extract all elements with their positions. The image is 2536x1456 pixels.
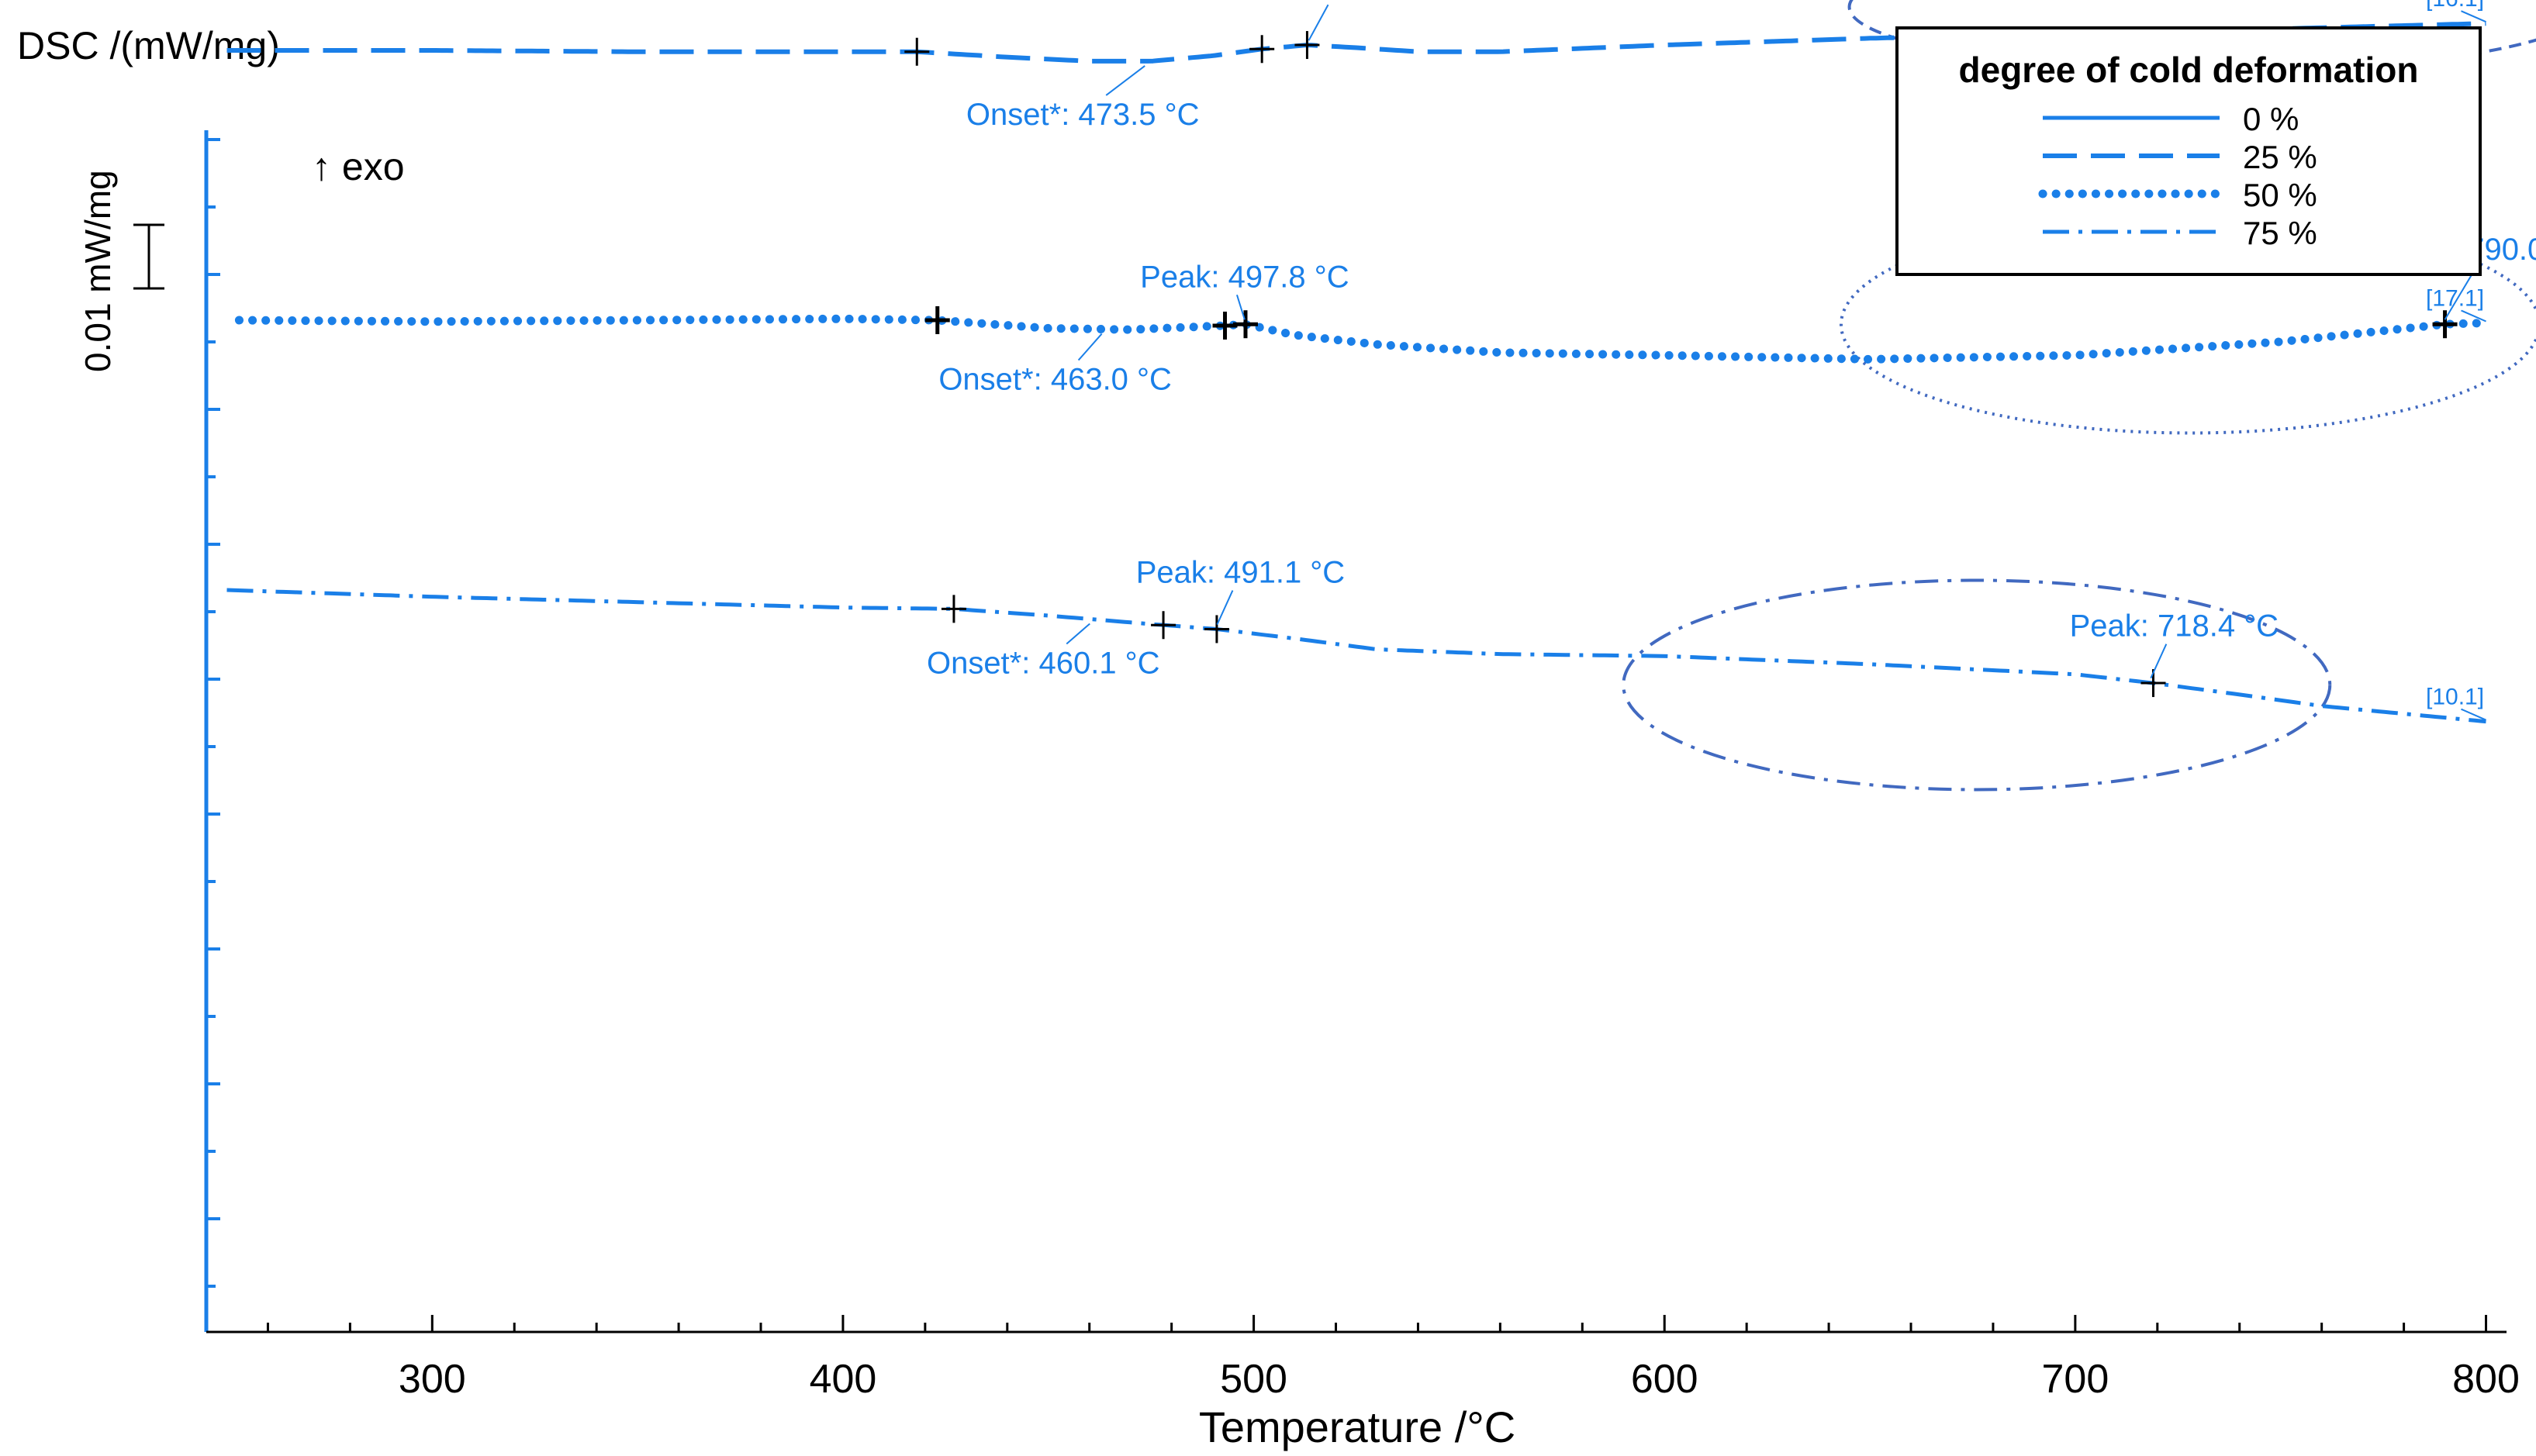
legend-label: 50 %: [2243, 177, 2317, 213]
legend: degree of cold deformation 0 %25 %50 %75…: [1895, 26, 2482, 276]
peak-annotation: Peak: 718.4 °C: [2070, 609, 2279, 643]
annotation-leader: [1077, 333, 1103, 361]
onset-annotation: Onset*: 460.1 °C: [927, 646, 1160, 680]
x-tick-label: 700: [2041, 1357, 2109, 1402]
highlight-ellipse: [1622, 578, 2332, 792]
series-line-2: [234, 314, 2490, 364]
x-tick-label: 500: [1220, 1357, 1287, 1402]
series-marker: [1232, 310, 1258, 339]
y-axis-ticks: [206, 138, 220, 1288]
series-end-label: [17.1]: [2426, 285, 2484, 311]
onset-annotation: Onset*: 473.5 °C: [966, 98, 1200, 132]
peak-annotation: Peak: 513.4 °C: [1232, 0, 1441, 4]
scale-bar-label: 0.01 mW/mg: [78, 170, 118, 372]
annotation-leader: [2444, 267, 2477, 320]
legend-box: [1895, 26, 2482, 276]
annotation-leader: [1235, 294, 1246, 320]
x-axis-ticks: 300 400 500 600 700 800: [266, 1315, 2520, 1402]
annotation-leader: [2150, 643, 2168, 679]
peak-annotation: Peak: 491.1 °C: [1136, 556, 1346, 590]
x-axis-title: Temperature /°C: [1199, 1403, 1515, 1451]
x-tick-label: 600: [1631, 1357, 1698, 1402]
legend-label: 75 %: [2243, 215, 2317, 251]
series-marker: [941, 595, 966, 623]
series-marker: [2432, 310, 2458, 339]
x-tick-label: 300: [399, 1357, 466, 1402]
legend-items: 0 %25 %50 %75 %: [2038, 101, 2317, 251]
legend-label: 25 %: [2243, 139, 2317, 175]
exo-direction-label: ↑ exo: [312, 145, 405, 188]
annotation-leader: [1105, 65, 1145, 96]
series-marker: [1204, 615, 1229, 643]
markers-layer: [904, 31, 2458, 698]
series-marker: [1294, 31, 1320, 60]
end-label-leader: [2461, 10, 2486, 23]
series-marker: [1249, 35, 1275, 64]
annotation-leader: [1066, 623, 1090, 645]
series-marker: [1151, 611, 1176, 640]
scale-bar: 0.01 mW/mg: [78, 170, 164, 372]
annotation-leader: [1216, 590, 1234, 625]
legend-label: 0 %: [2243, 101, 2299, 137]
series-end-label: [10.1]: [2426, 685, 2484, 710]
legend-title: degree of cold deformation: [1959, 50, 2419, 90]
annotation-leader: [1308, 4, 1329, 41]
x-tick-label: 800: [2452, 1357, 2520, 1402]
highlight-ellipse: [1840, 214, 2536, 435]
y-axis-title: DSC /(mW/mg): [17, 24, 280, 67]
onset-annotation: Onset*: 463.0 °C: [938, 363, 1172, 397]
series-end-label: [16.1]: [2426, 0, 2484, 12]
peak-annotation: Peak: 497.8 °C: [1140, 260, 1349, 294]
x-tick-label: 400: [810, 1357, 877, 1402]
end-label-leader: [2461, 708, 2486, 721]
series-marker: [904, 37, 930, 66]
end-label-leader: [2461, 309, 2486, 323]
series-line-3: [226, 588, 2486, 724]
series-marker: [924, 306, 950, 334]
